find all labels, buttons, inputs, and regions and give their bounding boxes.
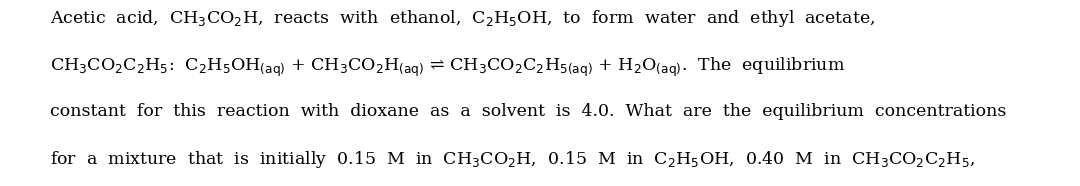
Text: Acetic  acid,  CH$_3$CO$_2$H,  reacts  with  ethanol,  C$_2$H$_5$OH,  to  form  : Acetic acid, CH$_3$CO$_2$H, reacts with … xyxy=(50,8,875,29)
Text: for  a  mixture  that  is  initially  0.15  M  in  CH$_3$CO$_2$H,  0.15  M  in  : for a mixture that is initially 0.15 M i… xyxy=(50,149,975,170)
Text: constant  for  this  reaction  with  dioxane  as  a  solvent  is  4.0.  What  ar: constant for this reaction with dioxane … xyxy=(50,103,1007,120)
Text: CH$_3$CO$_2$C$_2$H$_5$:  C$_2$H$_5$OH$_{\mathrm{(aq)}}$ + CH$_3$CO$_2$H$_{\mathr: CH$_3$CO$_2$C$_2$H$_5$: C$_2$H$_5$OH$_{\… xyxy=(50,56,845,79)
